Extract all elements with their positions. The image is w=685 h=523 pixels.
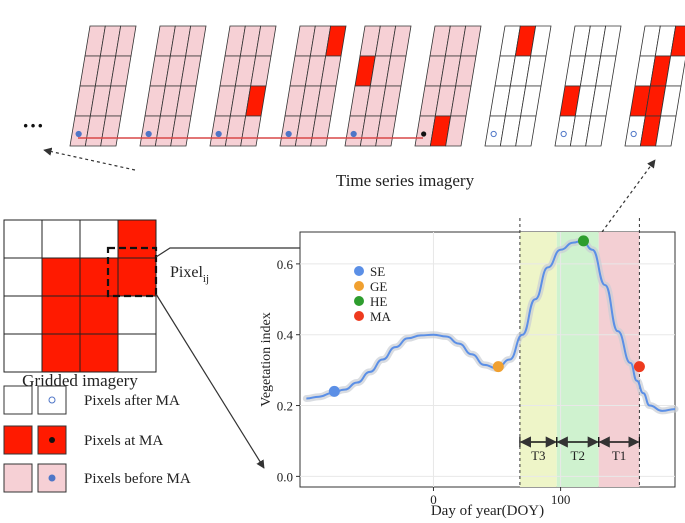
chart-legend-label-he: HE	[370, 294, 387, 309]
chart-legend-label-ma: MA	[370, 309, 392, 324]
time-series-frame-2	[139, 25, 207, 147]
key-point-he	[577, 235, 589, 247]
grid-cell	[79, 219, 119, 259]
time-series-frame-3	[209, 25, 277, 147]
pixel-marker	[285, 130, 292, 138]
pixel-marker	[215, 130, 222, 138]
time-series-frame-8	[554, 25, 622, 147]
interval-label-t2: T2	[571, 448, 585, 463]
grid-cell	[79, 333, 119, 373]
arrow-to-grid	[43, 147, 136, 171]
legend-swatch-square	[3, 463, 33, 493]
time-series-frame-4	[279, 25, 347, 147]
legend-item-at: Pixels at MA	[3, 425, 163, 455]
grid-cell	[117, 257, 157, 297]
time-series-frame-1	[69, 25, 137, 147]
key-point-ma	[633, 361, 645, 373]
key-point-ge	[492, 361, 504, 373]
pixel-marker	[350, 130, 357, 138]
chart-legend-dot-ma	[354, 311, 364, 321]
y-tick-label: 0.0	[277, 469, 293, 484]
grid-cell	[3, 219, 43, 259]
grid-cell	[3, 295, 43, 335]
grid-cell	[3, 257, 43, 297]
chart-legend-label-se: SE	[370, 264, 385, 279]
vegetation-curve	[306, 239, 676, 412]
frame-cell	[585, 115, 607, 147]
legend-marker-dot	[49, 437, 55, 443]
frame-cell	[655, 115, 677, 147]
chart-legend-dot-se	[354, 266, 364, 276]
pixel-connector-bottom	[155, 293, 265, 469]
legend-swatch-square	[3, 425, 33, 455]
time-series-frame-6	[414, 25, 482, 147]
grid-cell	[41, 257, 81, 297]
pixel-marker	[145, 130, 152, 138]
interval-label-t1: T1	[612, 448, 626, 463]
frame-cell	[445, 115, 467, 147]
legend: Pixels after MA Pixels at MA Pixels before…	[3, 385, 191, 493]
legend-label: Pixels after MA	[84, 393, 180, 409]
grid-caption: Gridded imagery	[22, 371, 138, 390]
grid-cell	[79, 295, 119, 335]
pixel-marker	[490, 130, 497, 138]
grid-cell	[117, 295, 157, 335]
legend-swatch-marker-box	[37, 425, 67, 455]
pixel-marker	[560, 130, 567, 138]
pixel-connector-top	[155, 247, 300, 258]
x-tick-label: 100	[551, 492, 571, 507]
x-axis-label: Day of year(DOY)	[431, 503, 544, 519]
pixel-marker	[75, 130, 82, 138]
legend-label: Pixels before MA	[84, 471, 191, 487]
legend-marker-dot	[48, 474, 56, 482]
pixel-highlight-box	[106, 246, 158, 298]
grid-cell	[117, 333, 157, 373]
grid-cell	[3, 333, 43, 373]
time-series-panel	[69, 25, 685, 147]
pixel-label-text: Pixel	[170, 264, 203, 281]
pixel-label: Pixelij	[170, 264, 209, 285]
x-tick-label: 0	[430, 492, 437, 507]
key-point-se	[328, 385, 340, 397]
grid-cell	[41, 219, 81, 259]
grid-cell	[117, 219, 157, 259]
legend-item-before: Pixels before MA	[3, 463, 191, 493]
pixel-marker	[421, 131, 427, 137]
legend-swatch-square	[3, 385, 33, 415]
legend-item-after: Pixels after MA	[3, 385, 180, 415]
y-tick-label: 0.2	[277, 399, 293, 414]
time-series-frame-9	[624, 25, 685, 147]
grid-cell	[41, 333, 81, 373]
y-tick-label: 0.6	[277, 257, 294, 272]
frame-cell	[670, 25, 685, 57]
frame-cell	[515, 115, 537, 147]
pixel-marker	[630, 130, 637, 138]
grid-cell	[41, 295, 81, 335]
grid-cell	[79, 257, 119, 297]
ellipsis: ···	[22, 113, 44, 138]
legend-marker-dot	[48, 396, 56, 404]
time-series-caption: Time series imagery	[336, 171, 475, 190]
chart-legend-dot-ge	[354, 281, 364, 291]
chart-legend-label-ge: GE	[370, 279, 387, 294]
y-tick-label: 0.4	[277, 328, 294, 343]
time-series-frame-7	[484, 25, 552, 147]
y-axis-label: Vegetation index	[259, 312, 274, 406]
legend-label: Pixels at MA	[84, 433, 163, 449]
interval-label-t3: T3	[531, 448, 545, 463]
arrow-to-chart	[601, 159, 656, 233]
gridded-imagery	[3, 219, 158, 373]
chart-legend-dot-he	[354, 296, 364, 306]
time-series-frame-5	[344, 25, 412, 147]
pixel-label-subscript: ij	[203, 273, 209, 285]
